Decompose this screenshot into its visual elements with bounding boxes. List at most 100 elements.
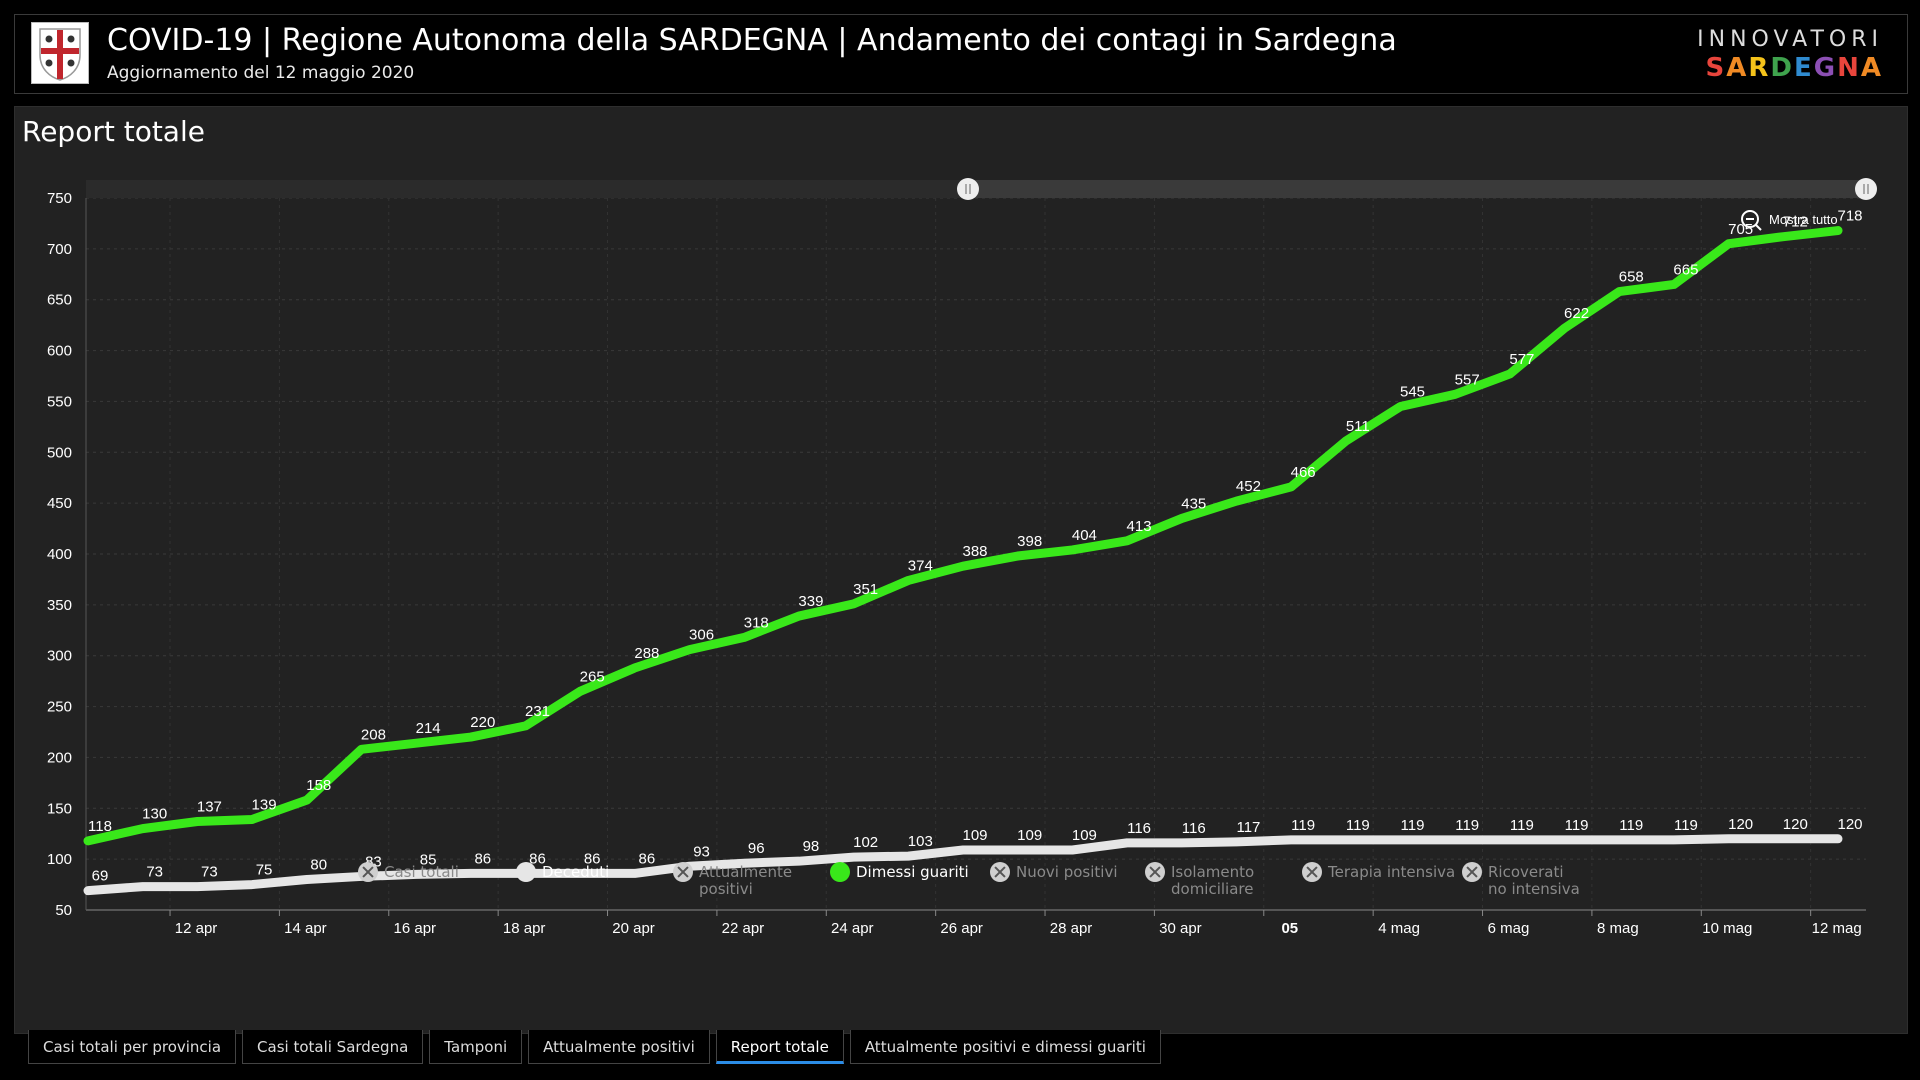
data-point[interactable] [689,649,691,651]
data-point[interactable] [907,579,909,581]
data-label: 288 [634,645,659,662]
data-point[interactable] [1345,440,1347,442]
legend-item-attualmente-positivi[interactable]: Attualmente positivi [673,862,794,898]
data-point[interactable] [962,565,964,567]
data-point[interactable] [415,742,417,744]
zoom-reset-label: Mostra tutto [1769,212,1838,227]
data-point[interactable] [306,878,308,880]
legend-item-isolamento-domiciliare[interactable]: Isolamento domiciliare [1145,862,1266,898]
range-slider[interactable] [86,178,1877,200]
data-label: 109 [1017,827,1042,844]
data-point[interactable] [1618,291,1620,293]
data-point[interactable] [1509,839,1511,841]
legend-item-ricoverati-no-intensiva[interactable]: Ricoverati no intensiva [1462,862,1583,898]
data-point[interactable] [743,636,745,638]
data-point[interactable] [634,872,636,874]
data-label: 452 [1236,478,1261,495]
data-point[interactable] [1290,486,1292,488]
data-point[interactable] [1400,839,1401,841]
data-point[interactable] [306,799,308,801]
data-point[interactable] [798,615,800,617]
data-point[interactable] [1235,841,1237,843]
legend-item-nuovi-positivi[interactable]: Nuovi positivi [990,862,1118,882]
data-point[interactable] [1454,839,1456,841]
data-point[interactable] [87,840,89,842]
data-point[interactable] [142,886,144,888]
data-point[interactable] [1345,839,1347,841]
legend-item-dimessi-guariti[interactable]: Dimessi guariti [830,862,969,882]
data-point[interactable] [1782,236,1784,238]
data-point[interactable] [1782,838,1784,840]
data-point[interactable] [1728,243,1730,245]
y-tick-label: 750 [47,190,72,207]
legend-item-deceduti[interactable]: Deceduti [516,862,609,882]
data-point[interactable] [470,736,472,738]
tab-casi-totali-per-provincia[interactable]: Casi totali per provincia [28,1030,237,1064]
data-label: 577 [1509,351,1534,368]
legend-label: Ricoverati no intensiva [1488,863,1580,898]
data-point[interactable] [907,855,909,857]
data-point[interactable] [962,849,964,851]
brand-logo-bottom: SARDEGNA [1705,53,1883,83]
data-label: 119 [1401,817,1425,834]
tab-attualmente-positivi[interactable]: Attualmente positivi [528,1030,710,1064]
data-point[interactable] [251,884,253,886]
data-point[interactable] [1181,517,1183,519]
data-point[interactable] [579,872,581,874]
data-point[interactable] [251,818,253,820]
data-point[interactable] [1728,838,1730,840]
data-point[interactable] [1564,839,1566,841]
data-label: 109 [1072,827,1097,844]
tab-tamponi[interactable]: Tamponi [429,1030,523,1064]
data-point[interactable] [1454,393,1456,395]
tab-report-totale[interactable]: Report totale [715,1030,844,1064]
data-point[interactable] [579,690,581,692]
data-point[interactable] [798,860,800,862]
data-label: 318 [744,614,769,631]
data-point[interactable] [1509,373,1511,375]
data-point[interactable] [634,667,636,669]
data-label: 208 [361,726,386,743]
legend-label: Attualmente positivi [699,863,793,898]
tab-attualmente-positivi-e-dimessi-guariti[interactable]: Attualmente positivi e dimessi guariti [849,1030,1161,1064]
data-point[interactable] [1290,839,1292,841]
data-point[interactable] [1126,842,1128,844]
panel-title: Report totale [22,115,205,148]
data-point[interactable] [87,890,89,892]
data-point[interactable] [1673,839,1675,841]
data-point[interactable] [1400,406,1401,408]
data-point[interactable] [470,872,472,874]
data-point[interactable] [1126,540,1128,542]
data-point[interactable] [1837,838,1839,840]
data-point[interactable] [1071,849,1073,851]
data-point[interactable] [1017,555,1019,557]
data-point[interactable] [1235,500,1237,502]
data-point[interactable] [1673,283,1675,285]
data-point[interactable] [1071,549,1073,551]
data-point[interactable] [196,821,198,823]
data-point[interactable] [853,856,855,858]
data-point[interactable] [1181,842,1183,844]
data-label: 658 [1619,269,1644,286]
tab-casi-totali-sardegna[interactable]: Casi totali Sardegna [242,1030,424,1064]
legend-item-terapia-intensiva[interactable]: Terapia intensiva [1302,862,1455,882]
range-slider-left-handle[interactable] [957,178,979,200]
data-point[interactable] [525,725,526,727]
zoom-reset-button[interactable]: Mostra tutto [1741,210,1838,231]
data-point[interactable] [142,828,144,830]
data-point[interactable] [415,873,417,875]
y-tick-label: 650 [47,292,72,309]
range-slider-right-handle[interactable] [1855,178,1877,200]
data-point[interactable] [743,862,745,864]
data-point[interactable] [196,886,198,888]
x-tick-label: 30 apr [1159,920,1202,937]
legend-item-casi-totali[interactable]: Casi totali [358,862,459,882]
data-point[interactable] [1017,849,1019,851]
data-point[interactable] [1837,230,1839,232]
data-point[interactable] [1618,839,1620,841]
data-point[interactable] [1564,327,1566,329]
data-point[interactable] [853,603,855,605]
data-label: 118 [88,818,112,835]
data-point[interactable] [360,748,362,750]
data-label: 86 [639,850,656,867]
